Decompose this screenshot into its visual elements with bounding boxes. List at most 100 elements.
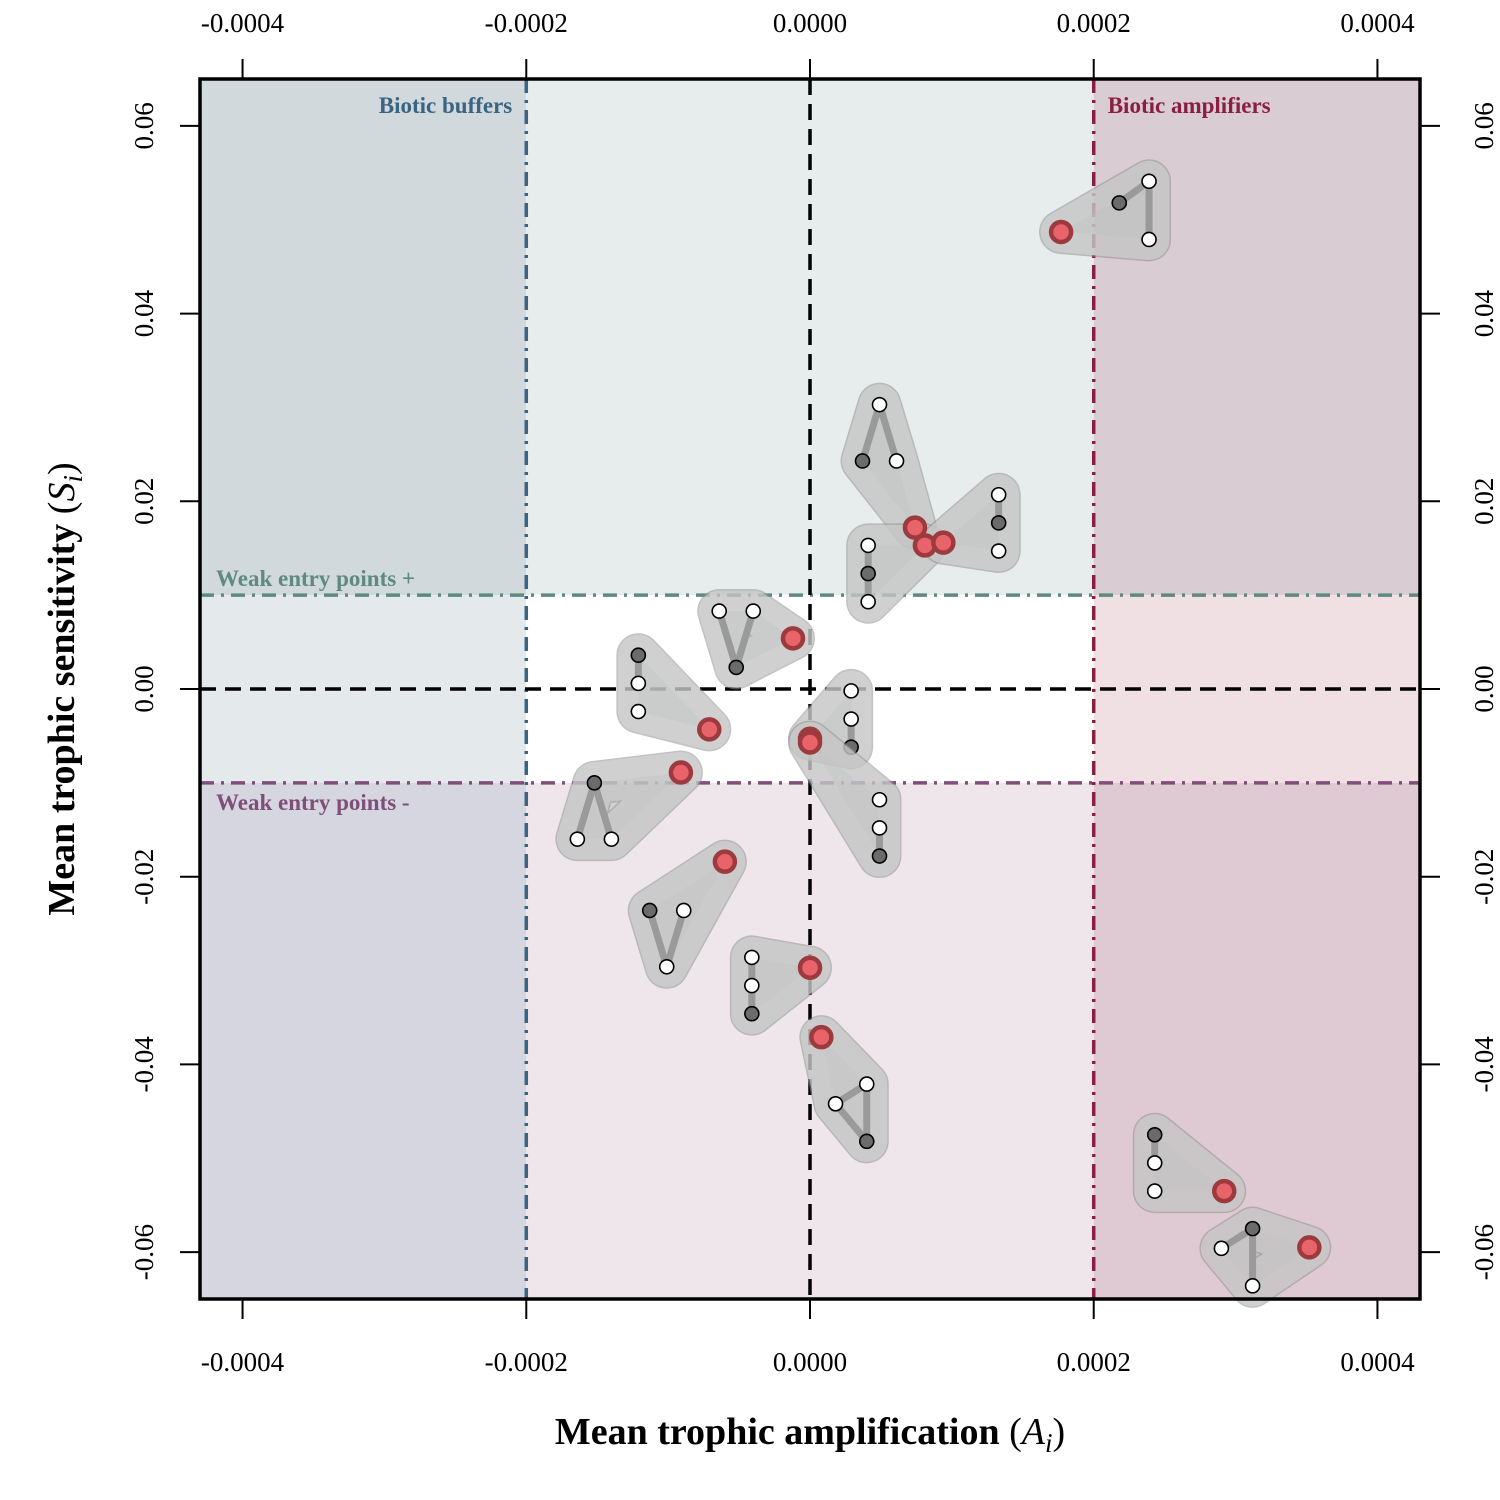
motif-node xyxy=(630,703,647,720)
y-tick-label-left: -0.02 xyxy=(129,849,159,905)
motif-node xyxy=(860,537,876,554)
motif-node xyxy=(744,1005,760,1022)
motif-node xyxy=(860,565,876,582)
data-point xyxy=(1211,1178,1237,1204)
x-tick-label-top: 0.0004 xyxy=(1340,8,1415,38)
data-point xyxy=(902,515,928,540)
y-tick-label-right: 0.00 xyxy=(1469,665,1499,712)
y-tick-label-left: 0.06 xyxy=(129,102,159,149)
motif-node xyxy=(586,775,603,791)
y-axis-subscript: i xyxy=(58,475,88,483)
data-point xyxy=(931,530,956,555)
motif-node xyxy=(728,659,745,676)
x-tick-label-top: 0.0000 xyxy=(773,8,847,38)
motif-node xyxy=(1111,195,1128,211)
region-upper-right xyxy=(1093,79,1420,596)
y-tick-label-right: 0.04 xyxy=(1469,289,1499,337)
motif-node xyxy=(843,711,859,727)
motif-node xyxy=(1141,231,1157,248)
motif-node xyxy=(1146,1126,1163,1143)
motif-node xyxy=(1244,1220,1261,1237)
x-tick-label-top: -0.0002 xyxy=(485,8,568,38)
data-point xyxy=(712,849,738,874)
x-tick-label-top: -0.0004 xyxy=(201,8,285,38)
x-axis-title: Mean trophic amplification (Ai) xyxy=(555,1411,1065,1458)
motif-edge xyxy=(876,401,901,465)
region-label-buffers: Biotic buffers xyxy=(379,93,513,118)
motif-edge xyxy=(832,1100,871,1145)
motif-edge xyxy=(590,779,615,843)
motif-node xyxy=(843,683,859,699)
motif-node xyxy=(603,831,620,847)
y-tick-label-left: 0.04 xyxy=(129,289,159,337)
y-tick-label-right: -0.04 xyxy=(1469,1036,1499,1093)
data-point xyxy=(797,730,823,755)
motif-edge xyxy=(663,906,688,971)
motif-node xyxy=(1141,173,1157,190)
region-label-amplifiers: Biotic amplifiers xyxy=(1108,93,1271,118)
motif-node xyxy=(990,486,1007,503)
motif-node xyxy=(990,543,1007,559)
x-axis-subscript: i xyxy=(1045,1428,1053,1458)
motif-edge xyxy=(715,607,740,671)
x-tick-label-bottom: 0.0000 xyxy=(773,1347,847,1377)
y-tick-label-right: 0.06 xyxy=(1469,102,1499,149)
motif-node xyxy=(641,902,658,919)
motif-node xyxy=(888,453,905,469)
motif-edge xyxy=(646,906,671,971)
motif-node xyxy=(1146,1183,1163,1199)
y-tick-label-left: -0.06 xyxy=(129,1224,159,1280)
motif-edge xyxy=(732,607,757,671)
motif-node xyxy=(744,949,760,966)
motif-node xyxy=(745,603,762,619)
data-point xyxy=(797,955,823,980)
motif-node xyxy=(858,1076,875,1092)
region-upper-left xyxy=(200,79,527,596)
motif-node xyxy=(1146,1155,1163,1171)
y-tick-label-left: 0.00 xyxy=(129,665,159,712)
motif-node xyxy=(871,396,888,413)
y-tick-label-left: 0.02 xyxy=(129,478,159,525)
motif-node xyxy=(871,820,888,836)
motif-edge xyxy=(573,779,598,843)
motif-node xyxy=(871,848,888,864)
y-tick-label-right: -0.06 xyxy=(1469,1224,1499,1280)
data-point xyxy=(780,626,806,651)
motif-node xyxy=(871,791,888,808)
motif-node xyxy=(630,647,647,664)
motif-node xyxy=(854,453,871,469)
region-label-weak-pos: Weak entry points + xyxy=(216,566,415,591)
y-axis-title: Mean trophic sensitivity (Si) xyxy=(41,462,88,915)
data-point xyxy=(809,1024,834,1050)
axis-ticks: -0.0004 -0.0004 -0.0002 -0.0002 0.0000 0.0000… xyxy=(129,8,1499,1377)
x-tick-label-top: 0.0002 xyxy=(1057,8,1131,38)
data-points xyxy=(668,219,1322,1260)
region-labels: Biotic buffers Biotic amplifiers Weak entr… xyxy=(216,93,1271,815)
x-axis-symbol: A xyxy=(1019,1411,1046,1453)
y-tick-label-right: -0.02 xyxy=(1469,849,1499,905)
x-tick-label-bottom: -0.0004 xyxy=(201,1347,285,1377)
y-axis-symbol: S xyxy=(41,483,83,502)
data-point xyxy=(1048,219,1074,245)
motif-node xyxy=(744,977,760,994)
motif-node xyxy=(675,902,692,919)
motif-node xyxy=(1213,1240,1230,1257)
x-tick-label-bottom: -0.0002 xyxy=(485,1347,568,1377)
data-point xyxy=(1297,1235,1322,1260)
motif-edge xyxy=(858,401,884,465)
y-tick-label-right: 0.02 xyxy=(1469,478,1499,525)
motif-node xyxy=(1244,1278,1261,1294)
motif-node xyxy=(858,1133,875,1150)
region-lower-left xyxy=(200,782,527,1299)
data-point xyxy=(697,717,722,742)
x-tick-label-bottom: 0.0004 xyxy=(1340,1347,1415,1377)
region-label-weak-neg: Weak entry points - xyxy=(216,790,410,815)
motif-node xyxy=(658,958,675,975)
motif-node xyxy=(569,831,586,847)
motif-node xyxy=(860,593,876,610)
motif-node xyxy=(990,515,1007,531)
x-tick-label-bottom: 0.0002 xyxy=(1057,1347,1131,1377)
data-point xyxy=(668,760,694,785)
motif-node xyxy=(630,675,647,692)
